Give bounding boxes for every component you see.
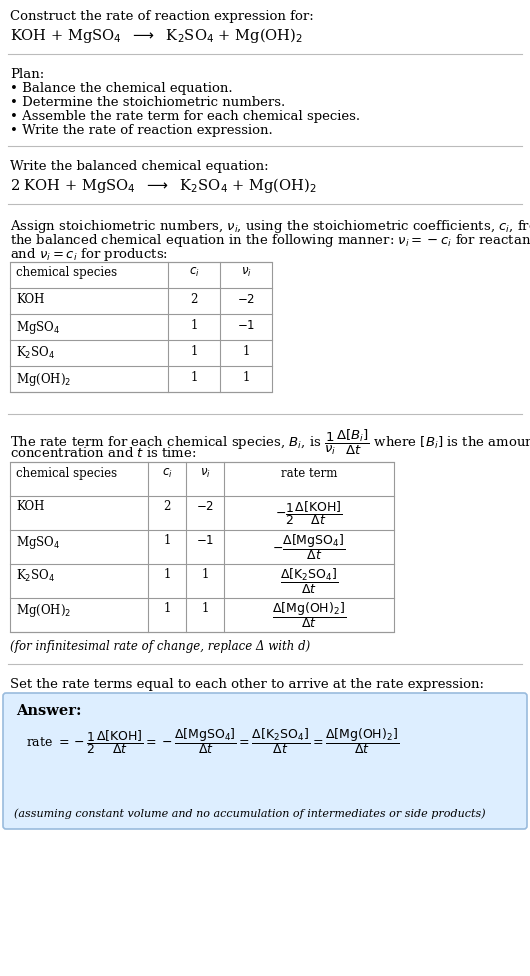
Text: the balanced chemical equation in the following manner: $\nu_i = -c_i$ for react: the balanced chemical equation in the fo…: [10, 232, 530, 249]
Text: Construct the rate of reaction expression for:: Construct the rate of reaction expressio…: [10, 10, 314, 23]
Text: $-\dfrac{1}{2}\dfrac{\Delta[\mathrm{KOH}]}{\Delta t}$: $-\dfrac{1}{2}\dfrac{\Delta[\mathrm{KOH}…: [275, 499, 343, 527]
Text: 1: 1: [190, 371, 198, 384]
Text: KOH + MgSO$_4$  $\longrightarrow$  K$_2$SO$_4$ + Mg(OH)$_2$: KOH + MgSO$_4$ $\longrightarrow$ K$_2$SO…: [10, 26, 303, 45]
Bar: [10, 462, 394, 632]
Text: 1: 1: [190, 319, 198, 332]
Text: KOH: KOH: [16, 500, 45, 513]
Text: (for infinitesimal rate of change, replace Δ with d): (for infinitesimal rate of change, repla…: [10, 640, 310, 653]
Text: rate term: rate term: [281, 467, 337, 480]
Text: 1: 1: [163, 568, 171, 581]
Text: • Assemble the rate term for each chemical species.: • Assemble the rate term for each chemic…: [10, 110, 360, 123]
Text: $\dfrac{\Delta[\mathrm{K_2SO_4}]}{\Delta t}$: $\dfrac{\Delta[\mathrm{K_2SO_4}]}{\Delta…: [280, 566, 338, 595]
Text: $-\dfrac{\Delta[\mathrm{MgSO_4}]}{\Delta t}$: $-\dfrac{\Delta[\mathrm{MgSO_4}]}{\Delta…: [272, 532, 346, 562]
Text: concentration and $t$ is time:: concentration and $t$ is time:: [10, 446, 197, 460]
Text: K$_2$SO$_4$: K$_2$SO$_4$: [16, 568, 55, 584]
FancyBboxPatch shape: [3, 693, 527, 829]
Text: MgSO$_4$: MgSO$_4$: [16, 319, 60, 336]
Text: Write the balanced chemical equation:: Write the balanced chemical equation:: [10, 160, 269, 173]
Text: $\nu_i$: $\nu_i$: [200, 467, 210, 480]
Text: • Write the rate of reaction expression.: • Write the rate of reaction expression.: [10, 124, 273, 137]
Text: 2: 2: [190, 293, 198, 306]
Text: Assign stoichiometric numbers, $\nu_i$, using the stoichiometric coefficients, $: Assign stoichiometric numbers, $\nu_i$, …: [10, 218, 530, 235]
Text: 1: 1: [163, 602, 171, 615]
Text: • Determine the stoichiometric numbers.: • Determine the stoichiometric numbers.: [10, 96, 285, 109]
Text: and $\nu_i = c_i$ for products:: and $\nu_i = c_i$ for products:: [10, 246, 168, 263]
Text: 1: 1: [201, 602, 209, 615]
Text: K$_2$SO$_4$: K$_2$SO$_4$: [16, 345, 55, 361]
Text: Answer:: Answer:: [16, 704, 82, 718]
Text: Mg(OH)$_2$: Mg(OH)$_2$: [16, 602, 71, 619]
Text: $-1$: $-1$: [196, 534, 214, 547]
Text: $-2$: $-2$: [237, 293, 255, 306]
Text: 1: 1: [201, 568, 209, 581]
Text: 1: 1: [242, 345, 250, 358]
Text: Set the rate terms equal to each other to arrive at the rate expression:: Set the rate terms equal to each other t…: [10, 678, 484, 691]
Text: $c_i$: $c_i$: [162, 467, 172, 480]
Text: Mg(OH)$_2$: Mg(OH)$_2$: [16, 371, 71, 388]
Text: • Balance the chemical equation.: • Balance the chemical equation.: [10, 82, 233, 95]
Text: 1: 1: [190, 345, 198, 358]
Text: $-2$: $-2$: [196, 500, 214, 513]
Text: chemical species: chemical species: [16, 266, 117, 279]
Bar: [10, 262, 272, 392]
Text: 1: 1: [163, 534, 171, 547]
Text: The rate term for each chemical species, $B_i$, is $\dfrac{1}{\nu_i}\dfrac{\Delt: The rate term for each chemical species,…: [10, 428, 530, 458]
Text: $\nu_i$: $\nu_i$: [241, 266, 251, 279]
Text: $\dfrac{\Delta[\mathrm{Mg(OH)_2}]}{\Delta t}$: $\dfrac{\Delta[\mathrm{Mg(OH)_2}]}{\Delt…: [272, 600, 346, 630]
Text: MgSO$_4$: MgSO$_4$: [16, 534, 60, 551]
Text: 1: 1: [242, 371, 250, 384]
Text: (assuming constant volume and no accumulation of intermediates or side products): (assuming constant volume and no accumul…: [14, 808, 485, 819]
Text: 2 KOH + MgSO$_4$  $\longrightarrow$  K$_2$SO$_4$ + Mg(OH)$_2$: 2 KOH + MgSO$_4$ $\longrightarrow$ K$_2$…: [10, 176, 316, 195]
Text: 2: 2: [163, 500, 171, 513]
Text: rate $= -\dfrac{1}{2}\dfrac{\Delta[\mathrm{KOH}]}{\Delta t} = -\dfrac{\Delta[\ma: rate $= -\dfrac{1}{2}\dfrac{\Delta[\math…: [26, 726, 399, 755]
Text: $c_i$: $c_i$: [189, 266, 199, 279]
Text: chemical species: chemical species: [16, 467, 117, 480]
Text: $-1$: $-1$: [237, 319, 255, 332]
Text: Plan:: Plan:: [10, 68, 44, 81]
Text: KOH: KOH: [16, 293, 45, 306]
